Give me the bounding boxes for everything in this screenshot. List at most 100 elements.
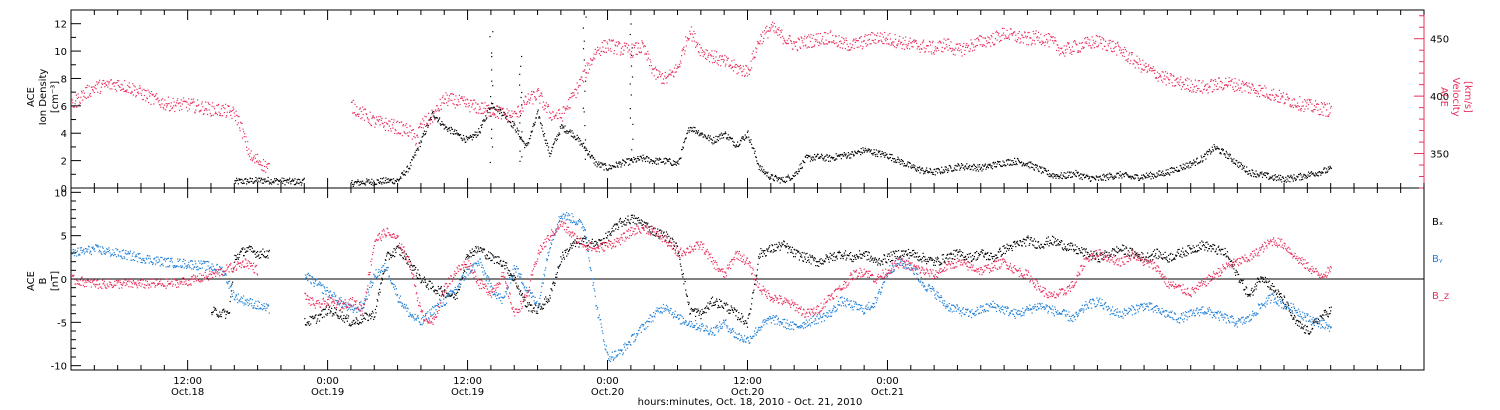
data-point: [1036, 165, 1038, 167]
data-point: [439, 109, 441, 111]
data-point: [836, 255, 838, 257]
data-point: [998, 32, 1000, 34]
data-point: [824, 160, 826, 162]
data-point: [727, 57, 729, 59]
data-point: [853, 155, 855, 157]
data-point: [1030, 166, 1033, 168]
data-point: [542, 307, 544, 310]
data-point: [171, 108, 173, 110]
data-point: [621, 53, 623, 55]
data-point: [818, 156, 820, 159]
data-point: [103, 79, 105, 82]
data-point: [436, 105, 438, 107]
data-point: [423, 120, 425, 122]
data-point: [697, 310, 700, 312]
data-point: [955, 169, 957, 171]
data-point: [837, 252, 840, 254]
data-point: [796, 49, 798, 51]
data-point: [1246, 82, 1248, 84]
data-point: [750, 60, 752, 62]
data-point: [388, 125, 390, 127]
data-point: [549, 294, 551, 297]
data-point: [812, 156, 814, 158]
data-point: [283, 180, 286, 182]
data-point: [673, 241, 675, 243]
data-point: [797, 251, 799, 253]
data-point: [368, 315, 370, 317]
data-point: [878, 259, 880, 261]
data-point: [849, 43, 851, 45]
data-point: [717, 59, 719, 61]
data-point: [641, 160, 644, 162]
data-point: [794, 172, 796, 174]
data-point: [936, 46, 938, 48]
data-point: [1295, 105, 1297, 107]
data-point: [1009, 33, 1011, 35]
data-point: [838, 35, 840, 37]
data-point: [577, 238, 579, 240]
data-point: [1050, 174, 1052, 176]
data-point: [665, 240, 667, 242]
data-point: [610, 50, 612, 52]
data-point: [922, 169, 924, 171]
data-point: [1095, 175, 1097, 177]
data-point: [579, 243, 581, 245]
data-point: [171, 107, 174, 109]
data-point: [426, 284, 428, 286]
data-point: [966, 46, 968, 49]
data-point: [503, 260, 505, 262]
data-point: [169, 109, 171, 111]
data-point: [580, 78, 582, 80]
data-point: [493, 262, 495, 264]
data-point: [1280, 98, 1282, 100]
data-point: [202, 106, 204, 108]
data-point: [591, 241, 593, 243]
data-point: [376, 305, 378, 307]
data-point: [670, 163, 672, 165]
data-point: [758, 41, 760, 43]
data-point: [511, 120, 514, 123]
data-point: [109, 88, 111, 90]
data-point: [392, 178, 395, 180]
data-point: [1239, 89, 1241, 91]
data-point: [419, 126, 421, 128]
data-point: [652, 234, 654, 236]
data-point: [1072, 171, 1075, 174]
data-point: [1150, 178, 1152, 180]
data-point: [286, 178, 288, 180]
data-point: [804, 162, 806, 164]
data-point: [467, 136, 469, 138]
data-point: [1073, 50, 1075, 52]
data-point: [346, 314, 348, 316]
data-point: [725, 63, 727, 65]
data-point: [722, 306, 724, 308]
data-point: [986, 42, 988, 44]
data-point: [753, 57, 756, 59]
data-point: [1022, 42, 1024, 44]
data-point: [416, 149, 418, 151]
data-point: [807, 154, 809, 157]
data-point: [474, 107, 476, 109]
data-point: [597, 163, 599, 165]
data-point: [599, 166, 601, 168]
data-point: [239, 251, 241, 253]
data-point: [923, 173, 925, 175]
data-point: [674, 67, 676, 69]
data-point: [1191, 164, 1193, 166]
data-point: [894, 34, 896, 36]
data-point: [605, 51, 607, 53]
data-point: [808, 46, 810, 48]
data-point: [797, 250, 799, 252]
data-point: [1256, 173, 1258, 175]
data-point: [364, 184, 367, 186]
data-point: [180, 105, 182, 107]
data-point: [230, 290, 232, 292]
data-point: [497, 111, 499, 113]
data-point: [1236, 165, 1238, 167]
data-point: [799, 164, 801, 166]
data-point: [395, 121, 397, 123]
data-point: [481, 112, 483, 114]
data-point: [378, 119, 381, 121]
data-point: [1320, 102, 1322, 104]
data-point: [1261, 87, 1263, 90]
